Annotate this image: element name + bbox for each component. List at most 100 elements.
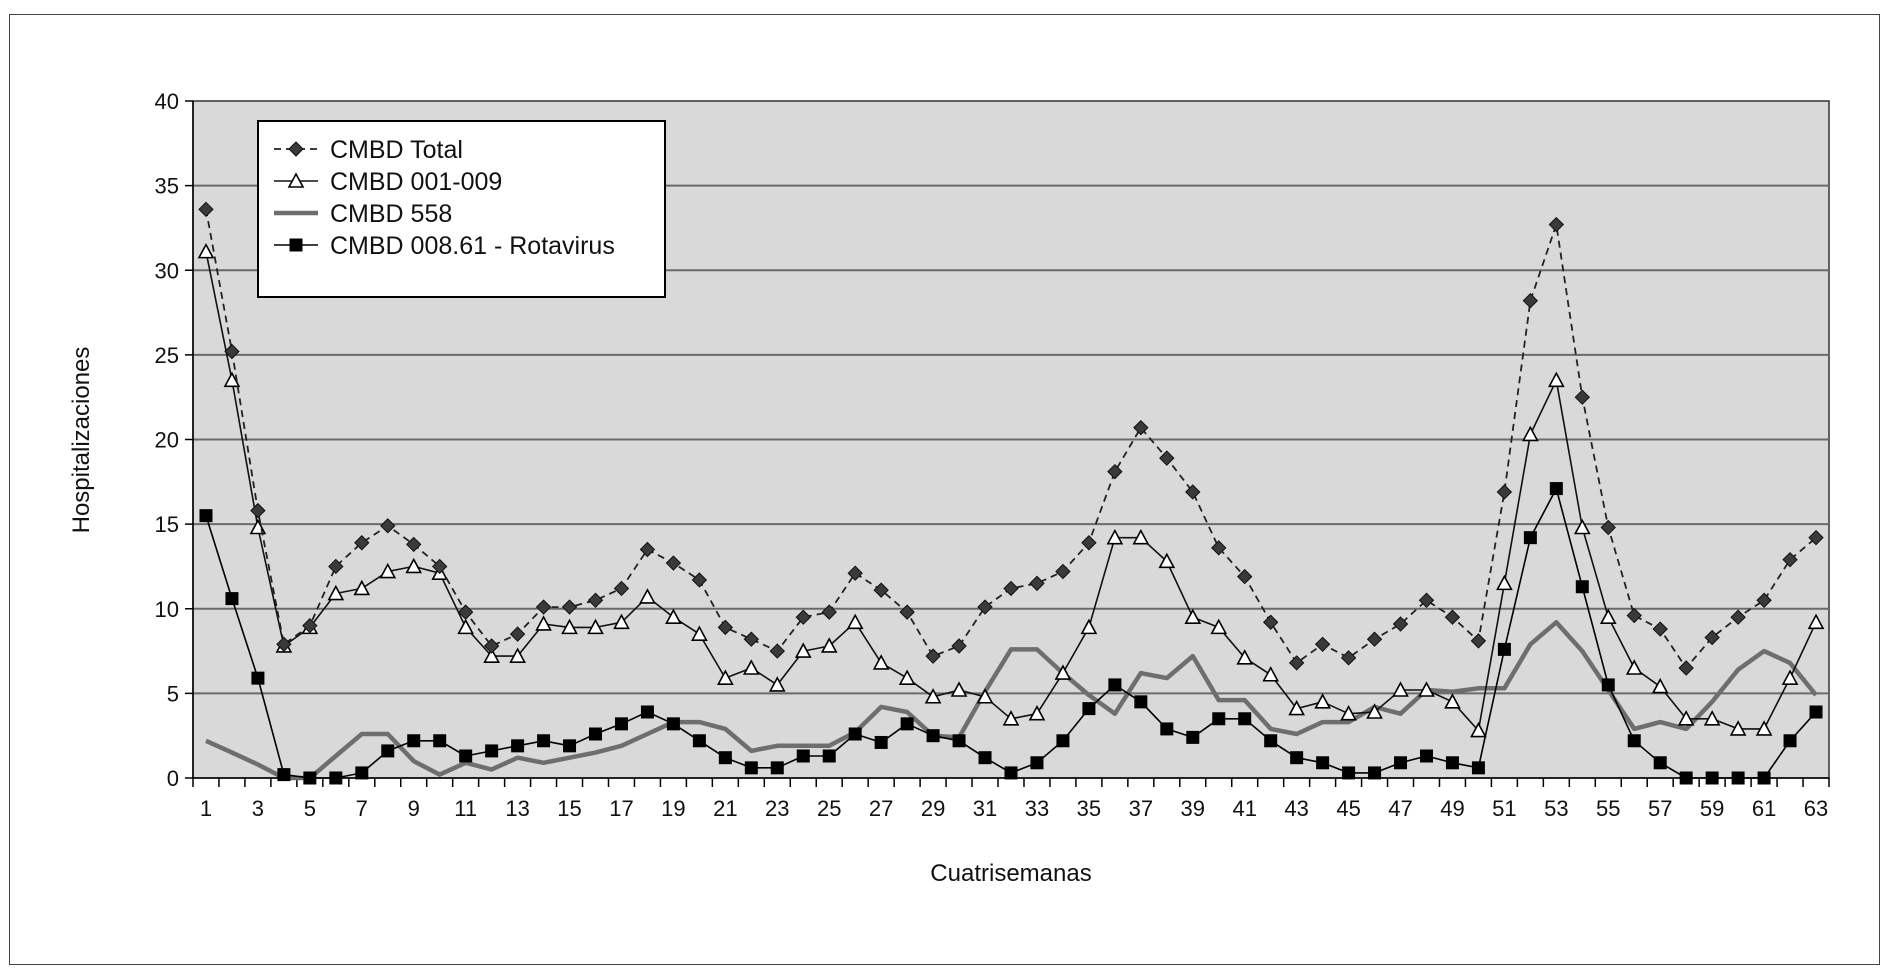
data-point bbox=[1704, 629, 1720, 646]
data-point bbox=[1002, 710, 1020, 726]
y-tick-label: 40 bbox=[155, 89, 179, 114]
x-tick-label: 41 bbox=[1232, 796, 1256, 821]
x-tick-label: 61 bbox=[1752, 796, 1776, 821]
data-point bbox=[794, 642, 812, 658]
data-point bbox=[1264, 734, 1278, 748]
data-point bbox=[1184, 608, 1202, 625]
series-layer bbox=[197, 201, 1825, 785]
data-point bbox=[898, 669, 916, 685]
data-point bbox=[1653, 756, 1667, 770]
data-point bbox=[537, 734, 551, 748]
data-point bbox=[665, 608, 682, 625]
data-point bbox=[509, 647, 526, 663]
data-point bbox=[977, 599, 993, 615]
x-tick-label: 5 bbox=[304, 796, 316, 821]
y-tick-label: 25 bbox=[155, 343, 179, 368]
data-point bbox=[1290, 751, 1304, 765]
data-point bbox=[223, 371, 241, 388]
data-point bbox=[1418, 592, 1435, 608]
legend-swatch-marker bbox=[289, 238, 303, 252]
data-point bbox=[1028, 704, 1046, 721]
data-point bbox=[1807, 613, 1825, 630]
y-tick-label: 0 bbox=[167, 766, 179, 791]
data-point bbox=[224, 343, 240, 360]
data-point bbox=[1755, 720, 1773, 736]
data-point bbox=[900, 717, 914, 731]
data-point bbox=[1418, 681, 1435, 697]
x-tick-label: 3 bbox=[252, 796, 264, 821]
data-point bbox=[1470, 721, 1487, 738]
data-point bbox=[847, 565, 863, 581]
x-tick-label: 17 bbox=[609, 796, 633, 821]
data-point bbox=[1055, 563, 1071, 580]
legend-entry: CMBD Total bbox=[274, 136, 463, 164]
data-point bbox=[379, 562, 397, 579]
data-point bbox=[1574, 389, 1591, 405]
data-point bbox=[1262, 614, 1279, 630]
data-point bbox=[1677, 710, 1695, 726]
data-point bbox=[1783, 734, 1797, 748]
legend-entry: CMBD 008.61 - Rotavirus bbox=[274, 232, 615, 260]
data-point bbox=[1237, 568, 1253, 585]
x-tick-label: 59 bbox=[1700, 796, 1724, 821]
data-point bbox=[457, 604, 474, 620]
x-tick-label: 19 bbox=[661, 796, 685, 821]
legend-label: CMBD 001-009 bbox=[330, 168, 502, 196]
data-point bbox=[329, 771, 343, 785]
data-point bbox=[327, 584, 345, 601]
data-point bbox=[639, 588, 656, 604]
x-tick-label: 43 bbox=[1284, 796, 1308, 821]
data-point bbox=[770, 761, 784, 775]
y-tick-label: 35 bbox=[155, 174, 179, 199]
data-point bbox=[511, 739, 525, 753]
data-point bbox=[1497, 642, 1511, 656]
data-point bbox=[587, 618, 604, 635]
data-point bbox=[1394, 756, 1408, 770]
data-point bbox=[1236, 649, 1254, 665]
data-point bbox=[1627, 734, 1641, 748]
data-point bbox=[250, 502, 266, 519]
data-point bbox=[509, 626, 526, 642]
y-axis-title: Hospitalizaciones bbox=[68, 347, 95, 534]
data-point bbox=[561, 599, 578, 615]
data-point bbox=[1314, 693, 1331, 709]
data-point bbox=[1444, 693, 1461, 709]
data-point bbox=[1159, 450, 1175, 466]
series-cmbd-558 bbox=[205, 620, 1818, 781]
data-point bbox=[1212, 712, 1226, 726]
series-cmbd-total bbox=[198, 201, 1824, 676]
data-point bbox=[1030, 756, 1044, 770]
data-point bbox=[744, 761, 758, 775]
data-point bbox=[1651, 677, 1669, 694]
data-point bbox=[873, 582, 889, 598]
data-point bbox=[1731, 771, 1745, 785]
data-point bbox=[459, 749, 473, 763]
x-tick-label: 33 bbox=[1025, 796, 1049, 821]
data-point bbox=[1342, 766, 1356, 780]
x-tick-label: 51 bbox=[1492, 796, 1516, 821]
data-point bbox=[718, 751, 732, 765]
legend-entry: CMBD 001-009 bbox=[274, 168, 502, 196]
y-tick-label: 10 bbox=[155, 597, 179, 622]
data-point bbox=[666, 717, 680, 731]
data-point bbox=[1132, 528, 1150, 545]
legend: CMBD Total CMBD 001-009 CMBD 558 CMBD 008.6… bbox=[257, 120, 666, 298]
data-point bbox=[1549, 482, 1563, 496]
x-tick-label: 35 bbox=[1077, 796, 1101, 821]
data-point bbox=[225, 592, 239, 606]
data-point bbox=[1625, 659, 1643, 675]
legend-box bbox=[257, 120, 666, 298]
legend-swatch-marker bbox=[288, 141, 304, 157]
data-point bbox=[926, 729, 940, 743]
x-tick-label: 29 bbox=[921, 796, 945, 821]
x-tick-label: 25 bbox=[817, 796, 841, 821]
data-point bbox=[381, 744, 395, 758]
data-point bbox=[197, 242, 215, 259]
data-point bbox=[1575, 580, 1589, 594]
data-point bbox=[1470, 633, 1487, 649]
data-point bbox=[276, 636, 292, 652]
data-point bbox=[1081, 535, 1097, 551]
data-point bbox=[1054, 664, 1072, 680]
data-point bbox=[1808, 529, 1824, 546]
y-tick-label: 30 bbox=[155, 258, 179, 283]
